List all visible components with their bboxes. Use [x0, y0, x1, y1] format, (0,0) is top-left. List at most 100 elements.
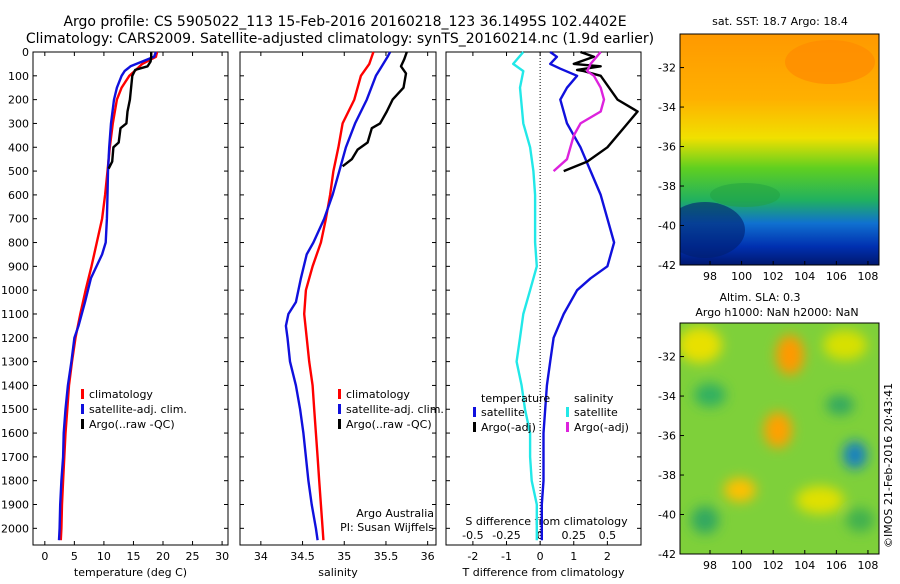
legend-label: Argo(-adj)	[574, 421, 629, 434]
figure-title-line1: Argo profile: CS 5905022_113 15-Feb-2016…	[63, 14, 626, 30]
map-y-tick-label: -42	[658, 259, 676, 272]
panel-annotation: PI: Susan Wijffels	[340, 521, 434, 534]
map-x-tick-label: 104	[794, 559, 815, 572]
y-tick-label: 0	[22, 46, 29, 59]
x-tick-label: 2	[604, 550, 611, 563]
difference-panel: -2 -1 0 1 2 T difference from climatology S di…	[445, 50, 642, 579]
sla-low-patch	[846, 508, 874, 532]
top-tick-label: 0.25	[562, 529, 587, 542]
legend-swatch	[338, 419, 341, 429]
series-line-satellite-adj-clim-	[284, 51, 392, 541]
map-y-tick-label: -34	[658, 390, 676, 403]
series-line-salinity-satellite	[512, 51, 538, 541]
y-tick-label: 800	[8, 237, 29, 250]
map-x-tick-label: 102	[763, 559, 784, 572]
y-tick-label: 700	[8, 213, 29, 226]
temperature-panel: 0 5 10 15 20 25 30 temperature (deg C) 0 100 200 30…	[1, 46, 229, 579]
map-y-tick-label: -32	[658, 351, 676, 364]
legend-label: climatology	[89, 388, 153, 401]
series-line-temperature-argo-adj-	[563, 50, 639, 173]
y-tick-label: 1700	[1, 451, 29, 464]
y-tick-label: 1800	[1, 475, 29, 488]
map-x-tick-label: 104	[794, 270, 815, 283]
y-tick-label: 1500	[1, 403, 29, 416]
map-x-tick-label: 98	[703, 270, 717, 283]
legend-group-title: salinity	[574, 392, 614, 405]
legend-swatch	[81, 389, 84, 399]
sla-mid-patch	[823, 330, 867, 360]
watermark: ©IMOS 21-Feb-2016 20:43:41	[882, 383, 895, 548]
map-y-tick-label: -42	[658, 548, 676, 561]
series-line-satellite-adj-clim-	[57, 51, 158, 541]
series-line-argo-raw-qc-	[107, 52, 153, 170]
map-x-tick-label: 106	[826, 559, 847, 572]
x-tick-label: 30	[215, 550, 229, 563]
figure-title-line2: Climatology: CARS2009. Satellite-adjuste…	[26, 31, 654, 47]
legend-group-title: temperature	[481, 392, 550, 405]
top-tick-label: -0.25	[492, 529, 520, 542]
sla-mid-patch	[680, 327, 722, 363]
sst-warm-patch	[785, 40, 875, 84]
temperature-plot-area	[32, 51, 229, 546]
legend-label: satellite	[481, 406, 525, 419]
sst-map-title: sat. SST: 18.7 Argo: 18.4	[712, 15, 848, 28]
y-tick-label: 1100	[1, 308, 29, 321]
map-y-tick-label: -40	[658, 220, 676, 233]
top-tick-label: 0	[537, 529, 544, 542]
map-y-tick-label: -36	[658, 141, 676, 154]
legend-swatch	[338, 404, 341, 414]
x-axis-label: salinity	[318, 566, 358, 579]
map-x-tick-label: 108	[857, 270, 878, 283]
top-tick-label: 0.5	[599, 529, 617, 542]
legend-label: Argo(-adj)	[481, 421, 536, 434]
legend-swatch	[473, 407, 476, 417]
map-y-tick-label: -36	[658, 430, 676, 443]
sst-green-patch	[710, 183, 780, 207]
x-tick-label: 0	[537, 550, 544, 563]
legend-label: Argo(..raw -QC)	[346, 418, 432, 431]
sla-low-patch	[826, 395, 854, 415]
map-y-tick-label: -32	[658, 62, 676, 75]
legend-label: Argo(..raw -QC)	[89, 418, 175, 431]
legend-label: satellite-adj. clim.	[346, 403, 444, 416]
map-y-tick-label: -40	[658, 509, 676, 522]
legend-swatch	[81, 419, 84, 429]
top-tick-label: -0.5	[462, 529, 483, 542]
sla-map-title-line1: Altim. SLA: 0.3	[719, 291, 800, 304]
sla-map-title-line2: Argo h1000: NaN h2000: NaN	[695, 306, 858, 319]
y-tick-label: 100	[8, 70, 29, 83]
series-line-climatology	[303, 51, 375, 541]
map-x-tick-label: 102	[763, 270, 784, 283]
y-tick-label: 1600	[1, 427, 29, 440]
map-y-tick-label: -38	[658, 180, 676, 193]
map-x-tick-label: 100	[731, 559, 752, 572]
y-tick-label: 1000	[1, 284, 29, 297]
y-tick-label: 1200	[1, 332, 29, 345]
series-line-temperature-satellite	[540, 51, 616, 541]
legend-swatch	[81, 404, 84, 414]
y-tick-label: 1400	[1, 379, 29, 392]
y-tick-label: 600	[8, 189, 29, 202]
x-tick-label: 1	[570, 550, 577, 563]
x-tick-label: -1	[501, 550, 512, 563]
y-tick-label: 1900	[1, 499, 29, 512]
sla-mid-patch	[796, 486, 844, 514]
x-axis-label: temperature (deg C)	[74, 566, 187, 579]
legend-swatch	[566, 422, 569, 432]
sst-cool-patch	[680, 202, 745, 258]
map-x-tick-label: 100	[731, 270, 752, 283]
x-tick-label: 20	[156, 550, 170, 563]
x-tick-label: 35.5	[374, 550, 399, 563]
y-tick-label: 900	[8, 260, 29, 273]
sla-high-patch	[724, 478, 756, 502]
panel-annotation: Argo Australia	[356, 507, 434, 520]
salinity-panel: 34 34.5 35 35.5 36 salinity climatology satelli…	[239, 51, 444, 579]
y-tick-label: 300	[8, 117, 29, 130]
x-tick-label: 5	[71, 550, 78, 563]
x-tick-label: 34.5	[290, 550, 315, 563]
x-axis-label: T difference from climatology	[462, 566, 625, 579]
sla-low-patch	[694, 383, 726, 407]
